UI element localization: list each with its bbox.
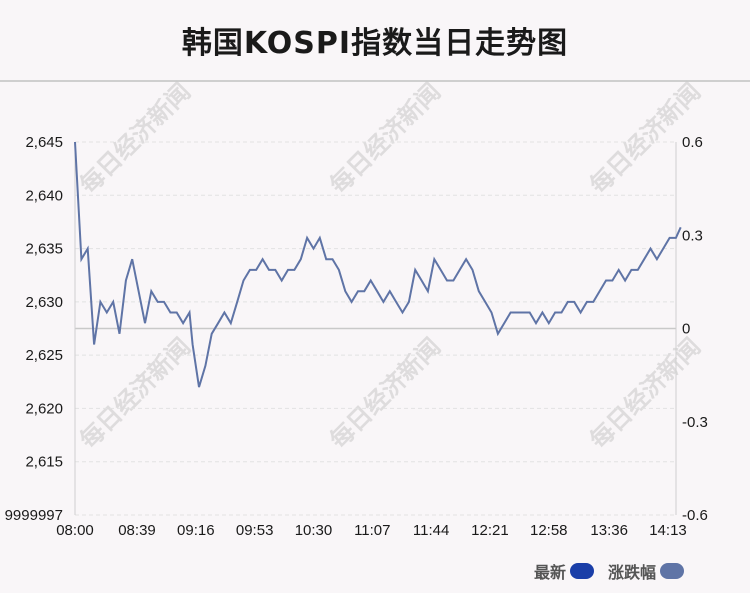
left-tick-label: 2,630 xyxy=(25,294,63,311)
chart-title: 韩国KOSPI指数当日走势图 xyxy=(181,26,569,61)
watermark-text: 每日经济新闻 xyxy=(74,332,196,454)
left-tick-label: 2,625 xyxy=(25,347,63,364)
series-line-latest xyxy=(74,141,682,388)
left-y-ticks: 9999997 2,615 2,620 2,625 2,630 2,635 2,640 2,6… xyxy=(5,134,63,524)
legend-item-latest[interactable]: 最新 xyxy=(534,559,594,583)
watermark-text: 每日经济新闻 xyxy=(324,77,446,199)
left-tick-label: 2,615 xyxy=(25,454,63,471)
legend-item-change[interactable]: 涨跌幅 xyxy=(608,559,684,583)
x-tick-label: 12:58 xyxy=(530,522,568,539)
x-tick-label: 09:53 xyxy=(236,522,274,539)
legend-label-latest: 最新 xyxy=(533,563,566,582)
legend-swatch-change xyxy=(660,563,684,579)
left-tick-label: 2,635 xyxy=(25,241,63,258)
right-tick-label: 0.3 xyxy=(682,227,703,244)
left-tick-label: 2,620 xyxy=(25,400,63,417)
left-tick-label: 2,645 xyxy=(25,134,63,151)
watermark-text: 每日经济新闻 xyxy=(324,332,446,454)
legend-swatch-latest xyxy=(569,563,594,579)
axes xyxy=(74,142,677,515)
x-axis-ticks: 08:00 08:39 09:16 09:53 10:30 11:07 11:44 12:21… xyxy=(56,522,687,539)
x-tick-label: 11:44 xyxy=(413,522,449,539)
right-tick-label: -0.6 xyxy=(682,507,708,524)
left-tick-label: 2,640 xyxy=(25,187,63,204)
x-tick-label: 13:36 xyxy=(590,522,628,539)
watermark-text: 每日经济新闻 xyxy=(74,77,196,199)
x-tick-label: 14:13 xyxy=(649,522,687,539)
legend: 最新 涨跌幅 xyxy=(520,559,684,583)
right-y-ticks: -0.6 -0.3 0 0.3 0.6 xyxy=(682,134,708,524)
x-tick-label: 08:39 xyxy=(118,522,156,539)
x-tick-label: 10:30 xyxy=(295,522,333,539)
x-tick-label: 09:16 xyxy=(177,522,215,539)
x-tick-label: 12:21 xyxy=(471,522,509,539)
title-divider xyxy=(0,80,750,82)
right-tick-label: -0.3 xyxy=(682,414,708,431)
legend-label-change: 涨跌幅 xyxy=(607,563,656,582)
grid-lines xyxy=(75,141,676,516)
right-tick-label: 0 xyxy=(682,321,690,338)
right-tick-label: 0.6 xyxy=(682,134,703,151)
x-tick-label: 11:07 xyxy=(354,522,390,539)
x-tick-label: 08:00 xyxy=(56,522,94,539)
left-tick-label: 9999997 xyxy=(5,507,63,524)
watermark-text: 每日经济新闻 xyxy=(584,332,706,454)
